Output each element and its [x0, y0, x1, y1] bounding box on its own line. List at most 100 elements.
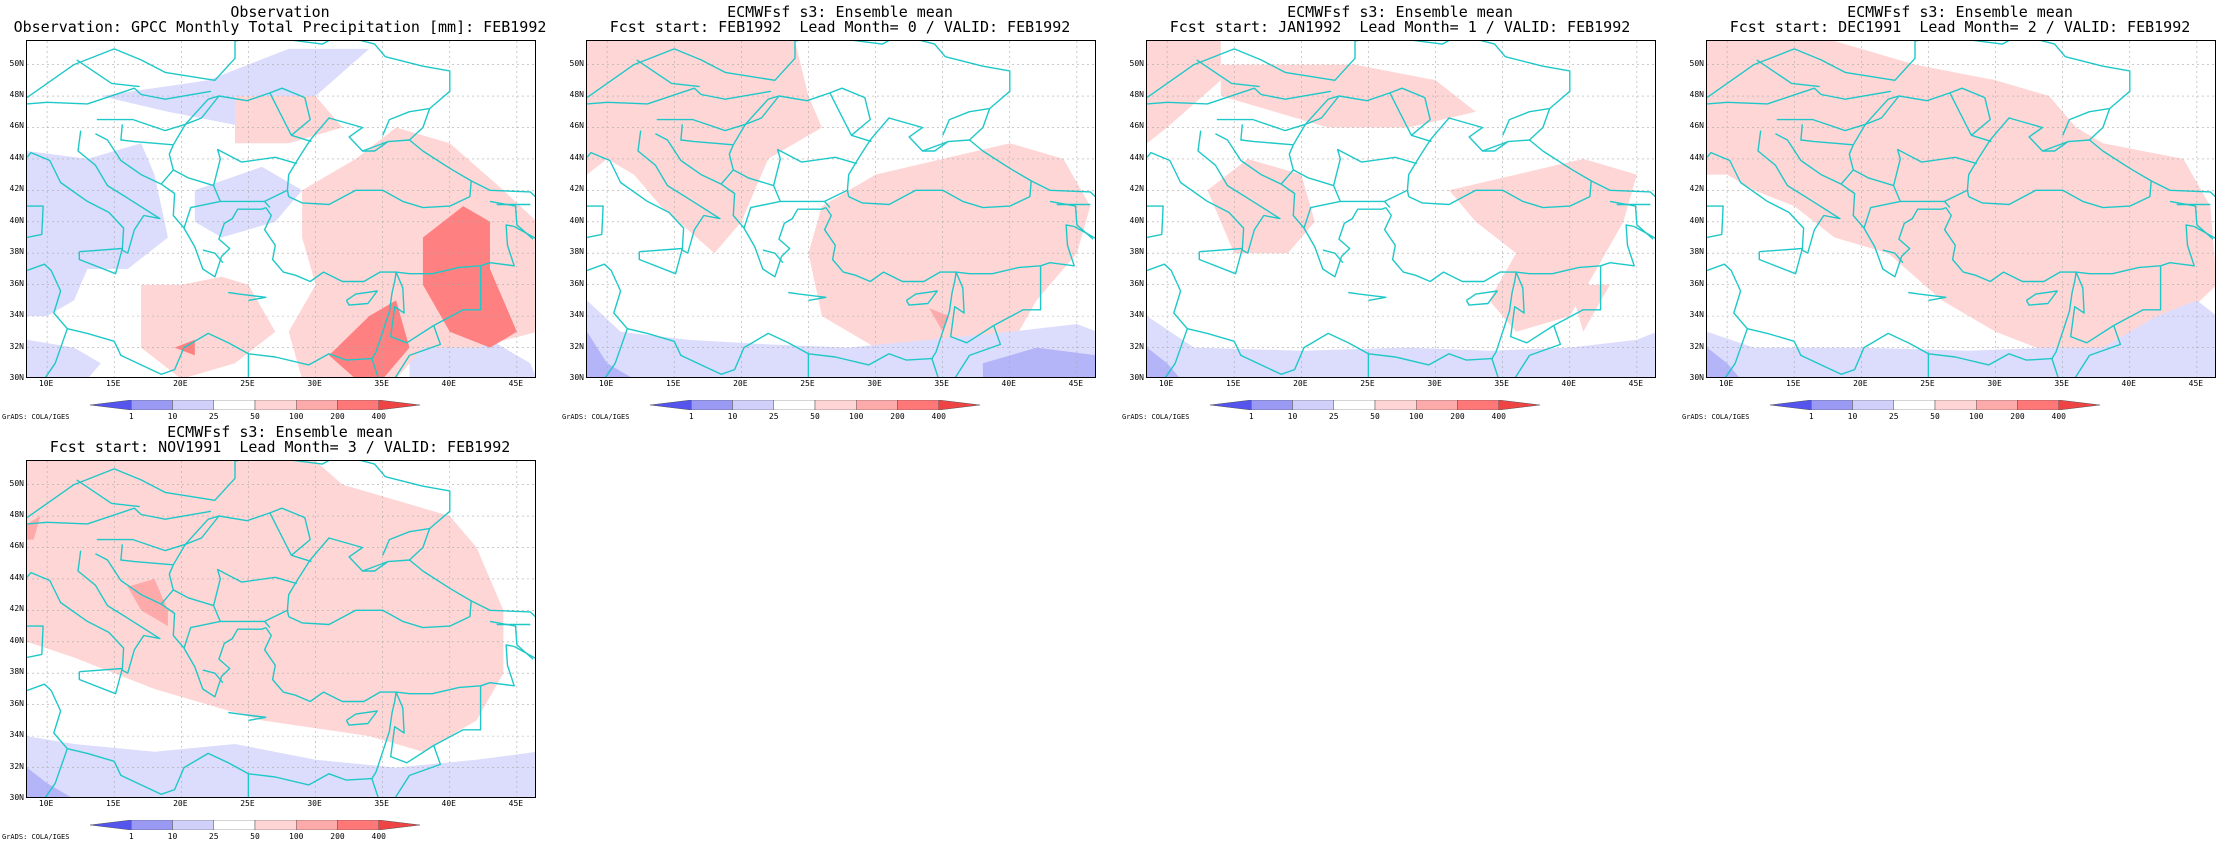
- lat-tick-label: 30N: [9, 373, 24, 382]
- lat-tick-label: 38N: [1689, 247, 1704, 257]
- colorbar-label: 1: [128, 412, 134, 421]
- coastline: [1216, 95, 1340, 132]
- coastline: [2070, 265, 2162, 344]
- colorbar-segment: [1374, 400, 1417, 410]
- colorbar-segment: [1292, 400, 1334, 410]
- colorbar-segment: [337, 820, 379, 830]
- coastline: [2169, 200, 2214, 240]
- colorbar-segment: [1210, 400, 1252, 410]
- lat-tick-label: 32N: [9, 341, 24, 351]
- colorbar-segment: [1333, 400, 1376, 410]
- coastline: [1966, 117, 2152, 209]
- colorbar-label: 10: [1847, 412, 1858, 421]
- lat-tick-label: 48N: [1689, 90, 1704, 100]
- coastline: [956, 224, 1075, 275]
- lat-tick-label: 48N: [9, 510, 24, 520]
- coastline: [228, 291, 267, 302]
- lon-tick-label: 30E: [1427, 379, 1442, 388]
- lat-tick-label: 38N: [9, 247, 24, 257]
- coastline: [362, 141, 389, 152]
- coastline: [587, 87, 772, 105]
- colorbar-label: 100: [1409, 412, 1424, 421]
- lon-tick-label: 35E: [374, 799, 389, 808]
- map-frame: [26, 460, 536, 798]
- panel-title: ECMWFsf s3: Ensemble mean: [1847, 3, 2073, 21]
- colorbar-label: 1: [688, 412, 694, 421]
- precip-region: [27, 143, 168, 317]
- coastline: [2074, 325, 2122, 377]
- coastline: [1196, 59, 1260, 88]
- colorbar-label: 25: [208, 412, 219, 421]
- colorbar-segment: [172, 820, 214, 830]
- coastline: [954, 325, 1002, 377]
- colorbar-segment: [1416, 400, 1458, 410]
- lat-tick-label: 36N: [9, 698, 24, 708]
- lat-tick-label: 50N: [1689, 58, 1704, 68]
- lat-tick-label: 30N: [1689, 373, 1704, 382]
- lon-tick-label: 45E: [508, 799, 524, 808]
- lon-tick-label: 35E: [374, 379, 389, 388]
- colorbar: [650, 400, 980, 410]
- coastline: [235, 41, 330, 45]
- colorbar-label: 1: [128, 832, 134, 841]
- precip-region: [587, 41, 822, 254]
- map-canvas: [1147, 41, 1655, 377]
- colorbar-segment: [814, 400, 857, 410]
- coastline: [1852, 169, 1902, 229]
- coastline: [1892, 148, 1977, 186]
- panel-subtitle: Fcst start: DEC1991 Lead Month= 2 / VALI…: [1729, 18, 2191, 36]
- lon-tick-label: 20E: [733, 379, 748, 388]
- colorbar-label: 200: [890, 412, 905, 421]
- colorbar-label: 25: [1888, 412, 1899, 421]
- coastline: [1480, 41, 1571, 110]
- coastline: [27, 130, 161, 254]
- precip-region: [808, 143, 1091, 364]
- lat-tick-label: 48N: [1129, 90, 1144, 100]
- colorbar-segment: [897, 400, 939, 410]
- colorbar-segment: [254, 400, 297, 410]
- lon-tick-label: 25E: [800, 379, 815, 388]
- grads-credit: GrADS: COLA/IGES: [562, 413, 630, 421]
- colorbar-label: 25: [1328, 412, 1339, 421]
- coastline: [345, 710, 378, 726]
- colorbar: [90, 820, 420, 830]
- coastline: [1852, 123, 1867, 146]
- colorbar-segment: [296, 400, 338, 410]
- map-canvas: [27, 41, 535, 377]
- lat-tick-label: 46N: [9, 541, 24, 551]
- coastline: [1943, 207, 2077, 283]
- coastline: [732, 169, 782, 229]
- coastline: [942, 107, 991, 141]
- colorbar-segment: [131, 400, 173, 410]
- lat-tick-label: 44N: [1689, 152, 1704, 162]
- lon-tick-label: 45E: [1068, 379, 1084, 388]
- colorbar-segment: [773, 400, 816, 410]
- lat-tick-label: 50N: [9, 478, 24, 488]
- grads-credit: GrADS: COLA/IGES: [2, 413, 70, 421]
- coastline: [1514, 325, 1562, 377]
- coastline: [360, 41, 451, 110]
- colorbar-segment: [90, 400, 132, 410]
- grads-credit: GrADS: COLA/IGES: [2, 833, 70, 841]
- coastline: [636, 59, 700, 88]
- colorbar: [1210, 400, 1540, 410]
- colorbar-label: 1: [1808, 412, 1814, 421]
- lat-tick-label: 46N: [569, 121, 584, 131]
- lat-tick-label: 34N: [569, 310, 584, 320]
- coastline: [44, 328, 68, 377]
- lat-tick-label: 42N: [569, 184, 584, 194]
- precip-region: [27, 736, 535, 797]
- colorbar-segment: [1251, 400, 1293, 410]
- colorbar-segment: [2058, 400, 2100, 410]
- coastline: [829, 87, 871, 136]
- lon-tick-label: 25E: [240, 379, 255, 388]
- colorbar-label: 100: [289, 832, 304, 841]
- coastline: [212, 148, 297, 186]
- lat-tick-label: 50N: [569, 58, 584, 68]
- colorbar-label: 50: [250, 832, 260, 841]
- coastline: [269, 87, 311, 136]
- lat-tick-label: 38N: [9, 667, 24, 677]
- coastline: [1340, 189, 1408, 203]
- panel-title: ECMWFsf s3: Ensemble mean: [167, 423, 393, 441]
- precip-region: [329, 300, 410, 377]
